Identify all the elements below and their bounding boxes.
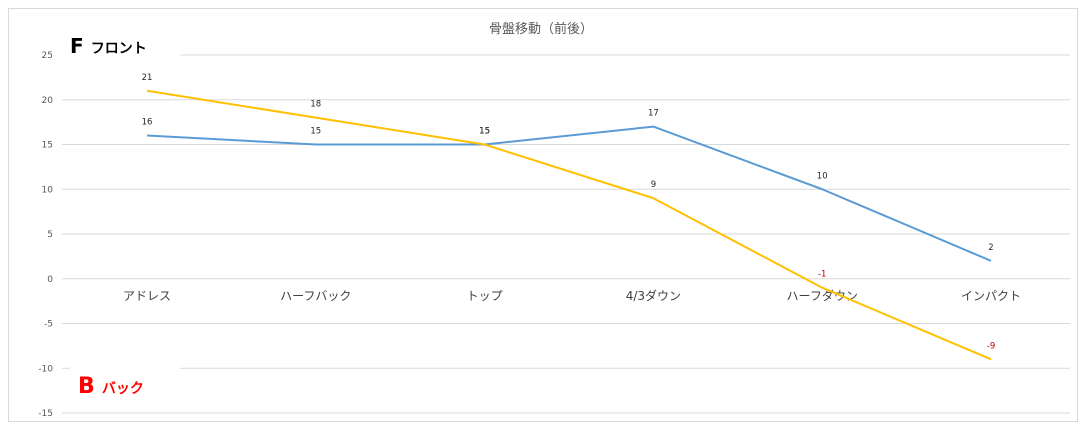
- back-text: バック: [102, 381, 144, 397]
- front-text: フロント: [91, 41, 147, 57]
- front-annotation: F フロント: [70, 34, 147, 58]
- category-label: ハーフバック: [280, 289, 351, 303]
- y-tick-label: 5: [47, 230, 53, 240]
- category-label: アドレス: [123, 289, 171, 303]
- category-label: インパクト: [961, 289, 1021, 303]
- front-annotation-bg: [60, 34, 180, 60]
- series-lines: [146, 89, 992, 361]
- chart-frame: [8, 8, 1078, 422]
- data-label: 10: [817, 171, 828, 181]
- data-label: 15: [310, 127, 321, 137]
- y-axis-ticks: 25 20 15 10 5 0 -5 -10 -15: [38, 51, 53, 419]
- y-tick-label: 10: [42, 185, 54, 195]
- y-tick-label: 0: [47, 275, 53, 285]
- y-tick-label: -5: [44, 320, 53, 330]
- data-label: 15: [479, 127, 490, 137]
- data-label: 17: [648, 109, 659, 119]
- gridlines: [62, 54, 1070, 414]
- category-labels: アドレス ハーフバック トップ 4/3ダウン ハーフダウン インパクト: [123, 288, 1021, 303]
- data-label: 18: [310, 100, 321, 110]
- y-tick-label: 25: [42, 51, 53, 61]
- front-letter: F: [70, 34, 84, 58]
- data-label: 16: [142, 118, 153, 128]
- data-label: 2: [988, 243, 993, 253]
- data-label: -9: [987, 341, 995, 351]
- category-label: トップ: [467, 289, 503, 303]
- data-label: 9: [651, 180, 656, 190]
- data-label: 21: [142, 73, 153, 83]
- category-label: ハーフダウン: [787, 288, 858, 303]
- y-tick-label: 15: [42, 141, 53, 151]
- series-line: [146, 89, 992, 361]
- category-label: 4/3ダウン: [626, 288, 681, 303]
- y-tick-label: 20: [42, 96, 54, 106]
- series-line: [146, 125, 992, 262]
- y-tick-label: -15: [38, 409, 53, 419]
- y-tick-label: -10: [38, 364, 53, 374]
- data-label: -1: [818, 270, 826, 280]
- back-letter: B: [78, 374, 95, 399]
- data-label: 15: [479, 127, 490, 137]
- chart-title: 骨盤移動（前後）: [489, 21, 593, 37]
- back-annotation: B バック: [78, 374, 144, 399]
- back-annotation-bg: [70, 366, 180, 398]
